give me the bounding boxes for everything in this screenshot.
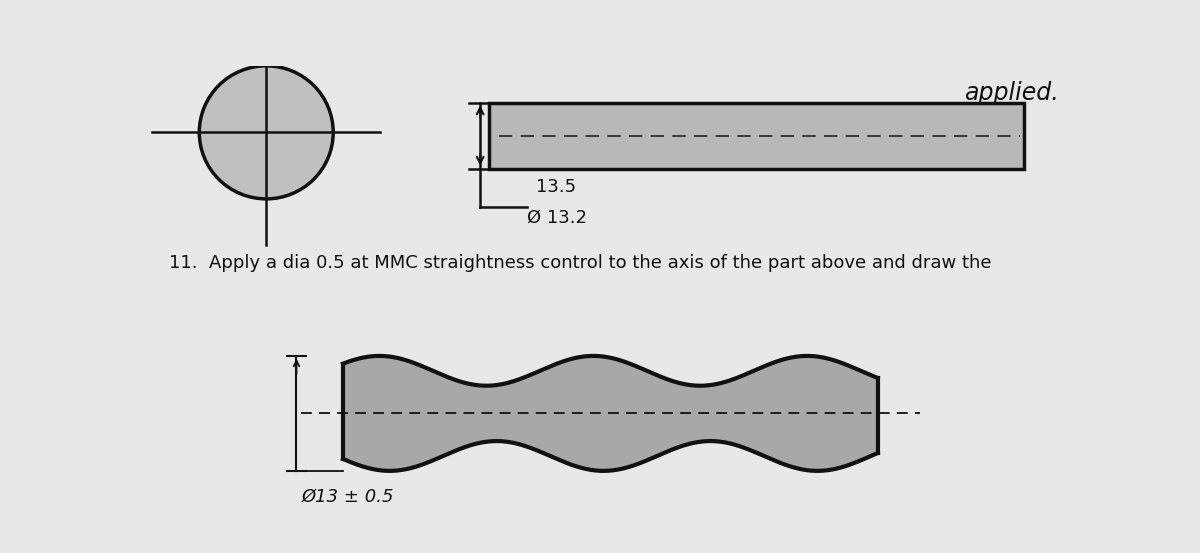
- Text: Ø 13.2: Ø 13.2: [527, 209, 587, 227]
- Text: applied.: applied.: [964, 81, 1058, 105]
- Text: Ø13 ± 0.5: Ø13 ± 0.5: [301, 488, 394, 506]
- Bar: [490, 102, 1025, 169]
- Circle shape: [199, 66, 334, 199]
- Text: 11.  Apply a dia 0.5 at MMC straightness control to the axis of the part above a: 11. Apply a dia 0.5 at MMC straightness …: [168, 254, 991, 272]
- Text: 13.5: 13.5: [536, 178, 576, 196]
